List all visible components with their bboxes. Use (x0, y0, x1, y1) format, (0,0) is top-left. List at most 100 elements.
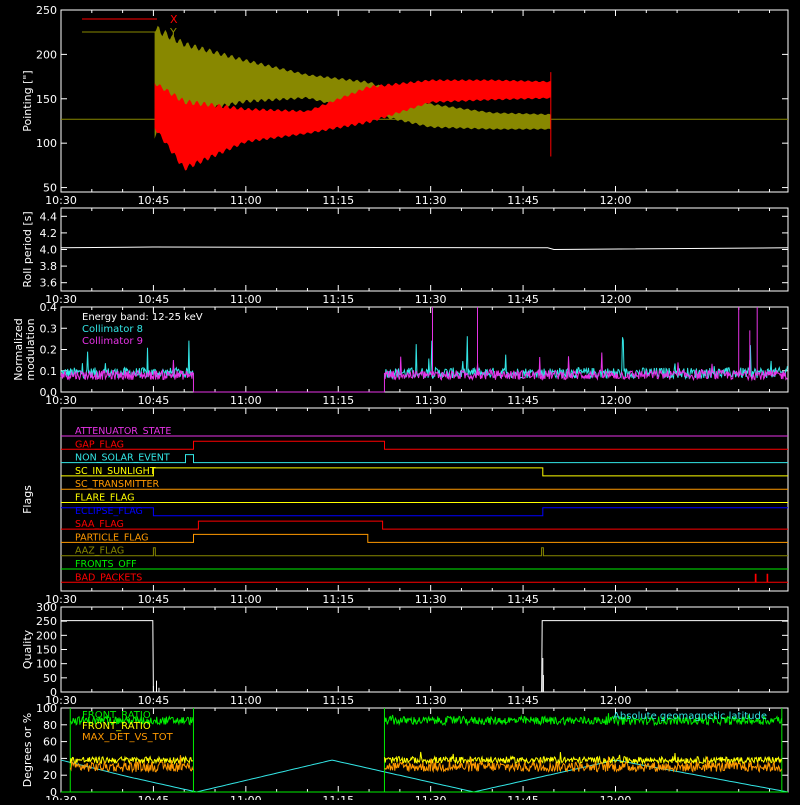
y-tick-label: 50 (43, 182, 57, 195)
flag-line-bad-packets (61, 573, 788, 583)
x-tick-label: 11:30 (415, 394, 447, 407)
x-tick-label: 12:00 (600, 394, 632, 407)
x-tick-label: 11:45 (507, 394, 539, 407)
x-tick-label: 11:00 (230, 194, 262, 207)
flags-panel: 10:30 10:45 11:00 11:15 11:30 11:45 12:00 Flags… (21, 407, 789, 606)
plot-frame (60, 9, 789, 193)
plot-frame (60, 407, 789, 592)
legend-label-latitude: Absolute geomagnetic latitude (613, 711, 767, 722)
y-tick-label: 60 (43, 736, 57, 749)
y-tick-label: 150 (36, 93, 57, 106)
flag-label-non-solar-event: NON_SOLAR_EVENT (75, 453, 170, 464)
x-tick-label: 11:45 (507, 293, 539, 306)
y-axis-label: Quality (21, 629, 34, 669)
y-axis-label: Degrees or % (21, 713, 34, 787)
y-tick-label: 0.3 (40, 322, 58, 335)
y-tick-label: 100 (36, 137, 57, 150)
flag-label-bad-packets: BAD_PACKETS (75, 572, 142, 583)
modulation-annotation: Collimator 8 (82, 324, 143, 335)
y-tick-label: 4.0 (40, 244, 58, 257)
x-tick-label: 11:15 (322, 694, 354, 707)
y-tick-label: 3.6 (40, 277, 58, 290)
y-tick-label: 250 (36, 4, 57, 17)
modulation-annotation: Energy band: 12-25 keV (82, 312, 203, 323)
flag-label-flare-flag: FLARE_FLAG (75, 493, 135, 504)
flag-label-sc-in-sunlight: SC_IN_SUNLIGHT (75, 466, 156, 477)
x-tick-label: 11:45 (507, 794, 539, 800)
pointing-series-x (154, 79, 551, 171)
y-tick-label: 0 (50, 786, 57, 799)
front-ratio-green (384, 713, 782, 727)
y-axis-label: Normalized (12, 318, 25, 380)
y-tick-label: 250 (36, 615, 57, 628)
flag-line-saa-flag (61, 520, 788, 530)
y-axis-label: Pointing ["] (21, 70, 34, 131)
flag-label-aaz-flag: AAZ_FLAG (75, 546, 124, 557)
y-tick-label: 50 (43, 672, 57, 685)
front-ratio-yellow (384, 751, 782, 766)
x-tick-label: 11:15 (322, 794, 354, 800)
x-tick-label: 12:00 (600, 694, 632, 707)
pointing-series-y (154, 25, 551, 139)
y-tick-label: 4.2 (40, 227, 58, 240)
y-tick-label: 300 (36, 601, 57, 614)
x-tick-label: 11:45 (507, 593, 539, 606)
legend-label: MAX_DET_VS_TOT (82, 732, 174, 743)
x-tick-label: 10:30 (45, 394, 77, 407)
flag-label-eclipse-flag: ECLIPSE_FLAG (75, 506, 143, 517)
x-tick-label: 11:00 (230, 593, 262, 606)
x-tick-label: 10:45 (138, 194, 170, 207)
front-ratio-green (69, 714, 194, 726)
x-tick-label: 11:45 (507, 694, 539, 707)
x-tick-label: 10:45 (138, 293, 170, 306)
flag-label-sc-transmitter: SC_TRANSMITTER (75, 479, 160, 490)
x-tick-label: 11:15 (322, 194, 354, 207)
roll-period-panel: 10:30 10:45 11:00 11:15 11:30 11:45 12:00 3.6 3.… (21, 207, 789, 306)
y-tick-label: 100 (36, 702, 57, 715)
x-tick-label: 10:30 (45, 593, 77, 606)
roll-period-line (60, 246, 789, 251)
modulation-collimator-8 (384, 336, 788, 381)
y-tick-label: 150 (36, 644, 57, 657)
y-tick-label: 0.0 (40, 386, 58, 399)
flag-line-non-solar-event (61, 454, 788, 464)
x-tick-label: 10:45 (138, 394, 170, 407)
x-tick-label: 10:30 (45, 293, 77, 306)
x-tick-label: 11:15 (322, 593, 354, 606)
legend-label-y: Y (169, 26, 177, 39)
x-tick-label: 11:15 (322, 293, 354, 306)
x-tick-label: 12:00 (600, 194, 632, 207)
flag-line-eclipse-flag (61, 507, 788, 517)
y-tick-label: 100 (36, 658, 57, 671)
x-tick-label: 11:00 (230, 293, 262, 306)
flag-label-gap-flag: GAP_FLAG (75, 439, 124, 450)
flag-label-saa-flag: SAA_FLAG (75, 519, 124, 530)
legend-label-x: X (170, 13, 178, 26)
y-tick-label: 0.1 (40, 365, 58, 378)
flag-line-sc-in-sunlight (61, 467, 788, 477)
x-tick-label: 11:30 (415, 794, 447, 800)
x-tick-label: 12:00 (600, 293, 632, 306)
x-tick-label: 11:00 (230, 694, 262, 707)
y-tick-label: 40 (43, 752, 57, 765)
x-tick-label: 11:00 (230, 794, 262, 800)
y-tick-label: 0.2 (40, 344, 58, 357)
legend-label: FRONT_RATIO (82, 721, 151, 732)
x-tick-label: 11:30 (415, 694, 447, 707)
x-tick-label: 10:30 (45, 194, 77, 207)
y-tick-label: 200 (36, 48, 57, 61)
flag-line-gap-flag (61, 440, 788, 450)
quality-line (61, 620, 788, 693)
y-tick-label: 3.8 (40, 260, 58, 273)
x-tick-label: 11:45 (507, 194, 539, 207)
modulation-collimator-9 (384, 352, 788, 382)
x-tick-label: 12:00 (600, 794, 632, 800)
legend-label: FRONT_RATIO (82, 710, 151, 721)
y-axis-label: Flags (21, 485, 34, 514)
x-tick-label: 11:30 (415, 293, 447, 306)
y-tick-label: 0 (50, 686, 57, 699)
x-tick-label: 12:00 (600, 593, 632, 606)
modulation-collimator-9 (60, 359, 194, 381)
